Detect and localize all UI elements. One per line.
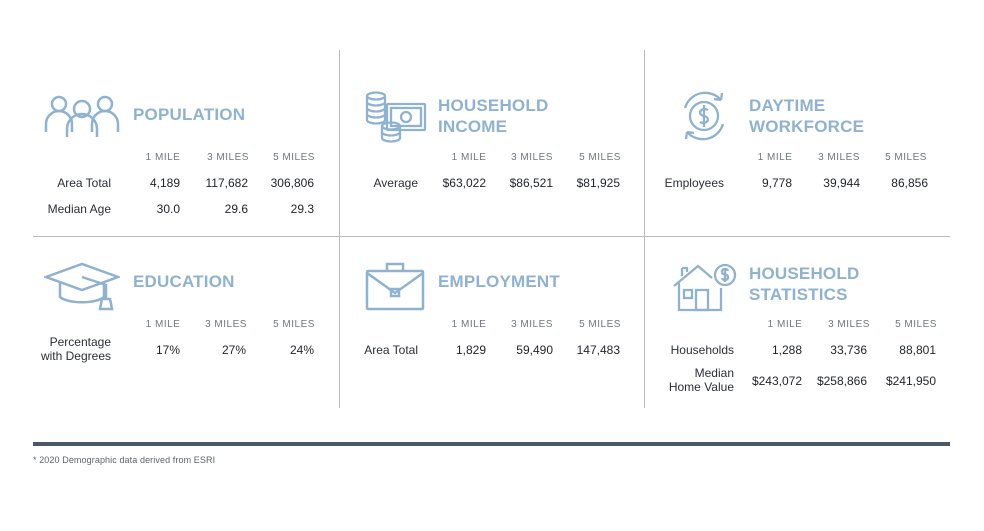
cell-value: 33,736	[830, 343, 867, 357]
column-header: 3 MILES	[511, 319, 553, 330]
row-label: Area Total	[364, 343, 418, 357]
cell-value: 24%	[289, 343, 314, 357]
cell-value: 39,944	[823, 176, 860, 190]
panel-title: EDUCATION	[133, 272, 235, 291]
column-header: 1 MILE	[757, 152, 793, 163]
graduation-cap-icon	[44, 261, 120, 311]
cell-value: 117,682	[205, 176, 249, 190]
row-label: Median Home Value	[668, 366, 734, 394]
column-header: 1 MILE	[145, 152, 181, 163]
cell-value: 59,490	[516, 343, 553, 357]
briefcase-icon	[365, 261, 425, 311]
column-header: 5 MILES	[885, 152, 927, 163]
divider-horizontal	[33, 236, 950, 237]
column-header: 3 MILES	[207, 152, 249, 163]
cell-value: 1,829	[455, 343, 486, 357]
panel-title: POPULATION	[133, 105, 246, 124]
panel-title: DAYTIME WORKFORCE	[749, 96, 865, 136]
cell-value: 88,801	[899, 343, 936, 357]
cell-value: $258,866	[816, 374, 867, 388]
panel-title: HOUSEHOLD INCOME	[438, 96, 549, 136]
column-header: 1 MILE	[767, 319, 803, 330]
footer-bar	[33, 442, 950, 446]
people-group-icon	[44, 94, 120, 138]
column-header: 5 MILES	[273, 152, 315, 163]
cell-value: 147,483	[576, 343, 620, 357]
row-label: Households	[670, 343, 734, 357]
column-header: 5 MILES	[579, 152, 621, 163]
row-label: Percentage with Degrees	[40, 335, 111, 363]
divider-vertical-left	[339, 50, 340, 408]
coins-cash-icon	[365, 90, 427, 144]
house-dollar-icon	[672, 262, 738, 312]
cell-value: $81,925	[576, 176, 620, 190]
row-label: Median Age	[47, 202, 111, 216]
cell-value: 9,778	[761, 176, 792, 190]
row-label: Area Total	[57, 176, 111, 190]
panel-title: EMPLOYMENT	[438, 272, 560, 291]
cell-value: $241,950	[885, 374, 936, 388]
cell-value: $243,072	[751, 374, 802, 388]
cell-value: 29.3	[290, 202, 314, 216]
cell-value: 27%	[221, 343, 246, 357]
column-header: 5 MILES	[895, 319, 937, 330]
cell-value: 30.0	[156, 202, 180, 216]
column-header: 5 MILES	[273, 319, 315, 330]
column-header: 1 MILE	[451, 152, 487, 163]
cell-value: 86,856	[891, 176, 928, 190]
column-header: 3 MILES	[205, 319, 247, 330]
column-header: 3 MILES	[818, 152, 860, 163]
divider-vertical-right	[644, 50, 645, 408]
dollar-cycle-icon	[676, 88, 732, 144]
column-header: 1 MILE	[451, 319, 487, 330]
cell-value: 29.6	[224, 202, 248, 216]
row-label: Average	[373, 176, 418, 190]
cell-value: 17%	[155, 343, 180, 357]
cell-value: $86,521	[509, 176, 553, 190]
panel-title: HOUSEHOLD STATISTICS	[749, 264, 860, 304]
row-label: Employees	[664, 176, 724, 190]
cell-value: $63,022	[442, 176, 486, 190]
column-header: 3 MILES	[828, 319, 870, 330]
column-header: 1 MILE	[145, 319, 181, 330]
cell-value: 1,288	[771, 343, 802, 357]
column-header: 5 MILES	[579, 319, 621, 330]
footnote: * 2020 Demographic data derived from ESR…	[33, 455, 216, 465]
column-header: 3 MILES	[511, 152, 553, 163]
cell-value: 306,806	[270, 176, 314, 190]
cell-value: 4,189	[149, 176, 180, 190]
